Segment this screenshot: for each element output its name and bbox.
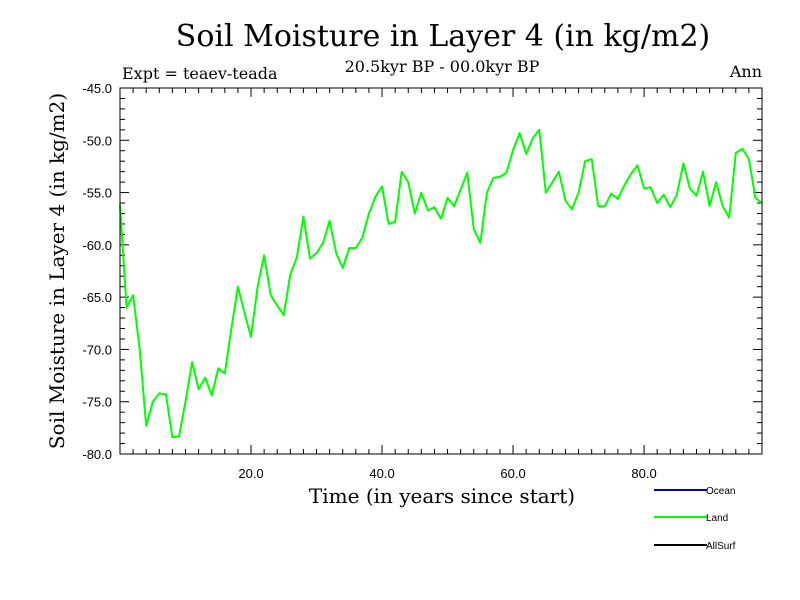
series-group	[119, 128, 763, 439]
y-tick-label: -60.0	[82, 238, 112, 253]
expt-label: Expt = teaev-teada	[122, 64, 278, 83]
x-tick-label: 80.0	[631, 466, 656, 481]
x-tick-label: 20.0	[238, 466, 263, 481]
y-tick-label: -80.0	[82, 447, 112, 462]
plot-frame	[119, 87, 763, 455]
series-line-land	[119, 128, 763, 439]
y-tick-label: -50.0	[82, 133, 112, 148]
legend-label-allsurf: AllSurf	[706, 541, 736, 552]
y-tick-label: -55.0	[82, 186, 112, 201]
legend-label-ocean: Ocean	[706, 486, 735, 497]
x-tick-label: 60.0	[500, 466, 525, 481]
y-tick-label: -65.0	[82, 290, 112, 305]
y-tick-label: -45.0	[82, 81, 112, 96]
axis-tick-labels: 20.0 40.0 60.0 80.0 -80.0 -75.0 -70.0 -65.0 -60.…	[82, 81, 656, 481]
legend: Ocean Land AllSurf	[654, 486, 736, 552]
x-tick-label: 40.0	[369, 466, 394, 481]
chart-title: Soil Moisture in Layer 4 (in kg/m2)	[176, 19, 710, 54]
y-tick-label: -70.0	[82, 342, 112, 357]
legend-label-land: Land	[706, 513, 728, 524]
y-axis-label: Soil Moisture in Layer 4 (in kg/m2)	[45, 93, 69, 449]
chart-subtitle: 20.5kyr BP - 00.0kyr BP	[345, 57, 540, 76]
x-axis-label: Time (in years since start)	[309, 484, 575, 508]
axis-ticks	[120, 88, 762, 454]
season-label: Ann	[729, 62, 762, 81]
y-tick-label: -75.0	[82, 395, 112, 410]
